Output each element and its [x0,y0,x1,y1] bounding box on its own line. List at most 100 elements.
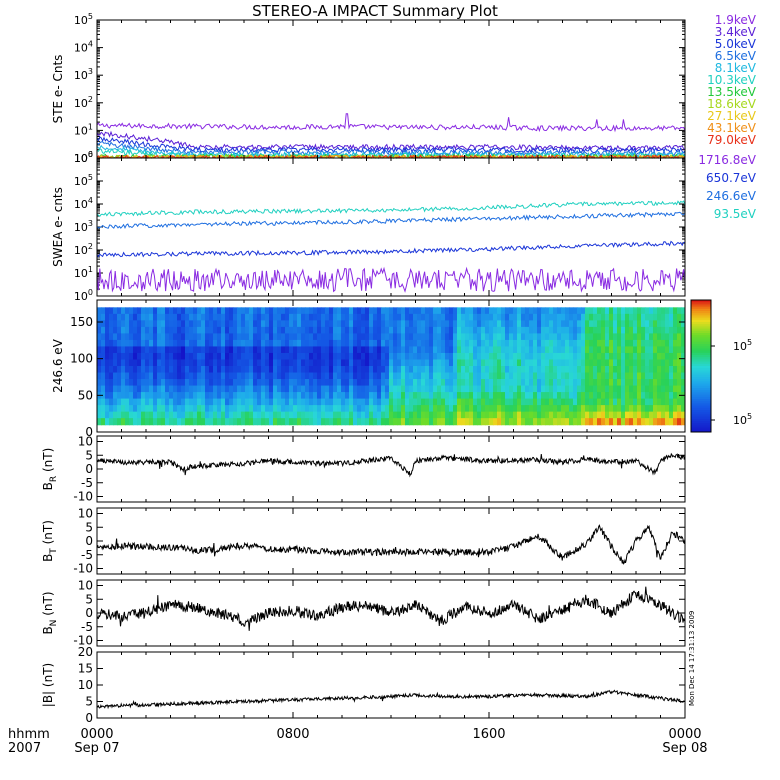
heatmap-cell [117,326,122,335]
heatmap-cell [157,352,162,361]
heatmap-cell [289,359,294,367]
heatmap-cell [297,333,302,341]
heatmap-cell [401,339,406,348]
series-line-1716.8eV [96,266,686,293]
heatmap-cell [661,307,666,315]
heatmap-cell [597,411,602,419]
heatmap-cell [669,307,674,315]
heatmap-cell [545,398,550,406]
heatmap-cell [197,333,202,341]
heatmap-cell [369,313,374,321]
heatmap-cell [137,398,142,406]
heatmap-cell [589,411,594,419]
heatmap-cell [153,398,158,406]
heatmap-cell [521,339,526,348]
heatmap-cell [585,372,590,380]
heatmap-cell [97,385,102,393]
heatmap-cell [497,398,502,406]
heatmap-cell [149,339,154,348]
heatmap-cell [517,359,522,367]
heatmap-cell [273,411,278,419]
heatmap-cell [333,366,338,374]
heatmap-cell [673,372,678,380]
heatmap-cell [669,418,674,426]
heatmap-cell [273,326,278,335]
heatmap-cell [513,366,518,374]
heatmap-cell [529,352,534,361]
colorbar-step [691,337,711,341]
heatmap-cell [389,392,394,400]
heatmap-cell [177,326,182,335]
heatmap-cell [505,333,510,341]
heatmap-cell [573,307,578,315]
heatmap-cell [609,411,614,419]
heatmap-cell [493,366,498,374]
heatmap-cell [553,411,558,419]
heatmap-cell [585,339,590,348]
heatmap-cell [165,411,170,419]
y-axis-label: BR (nT) [41,448,59,491]
heatmap-cell [477,405,482,413]
heatmap-cell [125,346,130,354]
heatmap-cell [217,372,222,380]
heatmap-cell [205,346,210,354]
heatmap-cell [681,418,685,426]
legend-label: 10.3keV [707,73,757,87]
heatmap-cell [525,418,530,426]
heatmap-cell [565,411,570,419]
heatmap-cell [561,339,566,348]
heatmap-cell [405,352,410,361]
heatmap-cell [301,333,306,341]
heatmap-cell [149,392,154,400]
heatmap-cell [381,411,386,419]
heatmap-cell [401,359,406,367]
heatmap-cell [301,372,306,380]
heatmap-cell [541,411,546,419]
heatmap-cell [137,359,142,367]
heatmap-cell [349,418,354,426]
heatmap-cell [273,320,278,328]
heatmap-cell [265,320,270,328]
heatmap-cell [505,326,510,335]
colorbar-label: 105 [733,338,752,353]
heatmap-cell [305,372,310,380]
heatmap-cell [385,313,390,321]
heatmap-cell [649,352,654,361]
heatmap-cell [621,418,626,426]
heatmap-cell [505,418,510,426]
heatmap-cell [105,372,110,380]
heatmap-cell [401,418,406,426]
heatmap-cell [225,366,230,374]
heatmap-cell [529,339,534,348]
heatmap-cell [377,339,382,348]
heatmap-cell [489,418,494,426]
heatmap-cell [209,398,214,406]
heatmap-cell [597,405,602,413]
heatmap-cell [625,405,630,413]
heatmap-cell [489,411,494,419]
heatmap-cell [221,313,226,321]
heatmap-cell [533,307,538,315]
heatmap-cell [521,359,526,367]
heatmap-cell [265,333,270,341]
heatmap-cell [181,307,186,315]
heatmap-cell [153,418,158,426]
heatmap-cell [229,307,234,315]
heatmap-cell [225,392,230,400]
heatmap-cell [153,385,158,393]
heatmap-cell [221,339,226,348]
heatmap-cell [557,320,562,328]
heatmap-cell [665,326,670,335]
heatmap-cell [273,372,278,380]
heatmap-cell [501,366,506,374]
heatmap-cell [225,411,230,419]
heatmap-cell [157,372,162,380]
heatmap-cell [641,366,646,374]
heatmap-cell [577,307,582,315]
heatmap-cell [409,346,414,354]
heatmap-cell [617,346,622,354]
heatmap-cell [625,411,630,419]
heatmap-cell [289,326,294,335]
heatmap-cell [573,333,578,341]
heatmap-cell [377,372,382,380]
